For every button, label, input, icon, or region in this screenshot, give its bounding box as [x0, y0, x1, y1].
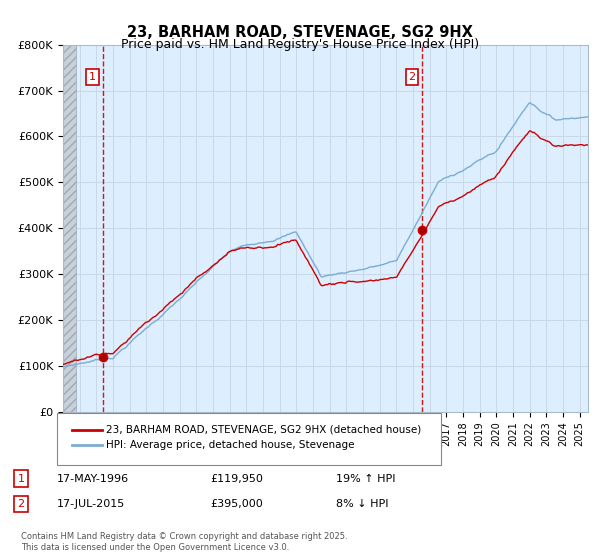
- Text: 1: 1: [89, 72, 96, 82]
- Text: 17-MAY-1996: 17-MAY-1996: [57, 474, 129, 484]
- Text: £119,950: £119,950: [210, 474, 263, 484]
- Text: HPI: Average price, detached house, Stevenage: HPI: Average price, detached house, Stev…: [106, 440, 355, 450]
- Text: 23, BARHAM ROAD, STEVENAGE, SG2 9HX (detached house): 23, BARHAM ROAD, STEVENAGE, SG2 9HX (det…: [106, 424, 421, 435]
- Text: Contains HM Land Registry data © Crown copyright and database right 2025.
This d: Contains HM Land Registry data © Crown c…: [21, 532, 347, 552]
- Text: £395,000: £395,000: [210, 499, 263, 509]
- Text: 2: 2: [409, 72, 416, 82]
- Text: 23, BARHAM ROAD, STEVENAGE, SG2 9HX: 23, BARHAM ROAD, STEVENAGE, SG2 9HX: [127, 25, 473, 40]
- Text: 17-JUL-2015: 17-JUL-2015: [57, 499, 125, 509]
- Text: 1: 1: [17, 474, 25, 484]
- Text: 2: 2: [17, 499, 25, 509]
- Text: 19% ↑ HPI: 19% ↑ HPI: [336, 474, 395, 484]
- Text: 8% ↓ HPI: 8% ↓ HPI: [336, 499, 389, 509]
- Polygon shape: [63, 45, 76, 412]
- Text: Price paid vs. HM Land Registry's House Price Index (HPI): Price paid vs. HM Land Registry's House …: [121, 38, 479, 51]
